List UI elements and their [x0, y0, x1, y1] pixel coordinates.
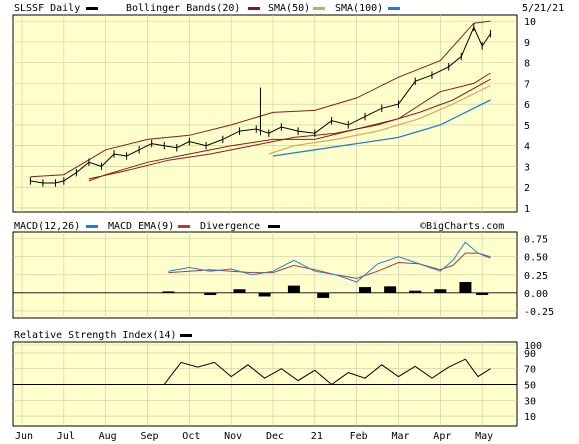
- price-grid: [13, 15, 517, 212]
- macd-tick-label: 0.50: [524, 253, 548, 264]
- x-tick-label: Jul: [57, 431, 75, 442]
- price-series: [29, 20, 492, 187]
- divergence-bar: [409, 290, 422, 293]
- divergence-bar: [233, 289, 246, 293]
- x-tick-label: Aug: [99, 431, 117, 442]
- rsi-swatch: [180, 334, 192, 337]
- rsi-panel: [12, 341, 518, 427]
- price-tick-label: 6: [524, 100, 530, 111]
- x-tick-label: May: [475, 431, 493, 442]
- divergence-bar: [162, 291, 175, 293]
- divergence-bar: [384, 286, 397, 293]
- sma100-line: [268, 84, 491, 155]
- macd-tick-label: 0.75: [524, 235, 548, 246]
- divergence-bar: [287, 285, 300, 293]
- macd-label: MACD(12,26): [14, 221, 80, 232]
- x-tick-label: Apr: [433, 431, 451, 442]
- x-tick-label: 21: [311, 431, 323, 442]
- x-tick-label: Jun: [15, 431, 33, 442]
- price-tick-label: 5: [524, 121, 530, 132]
- price-y-ticks: 1 2 3 4 5 6 7 8 9 10: [524, 17, 536, 215]
- price-tick-label: 3: [524, 162, 530, 173]
- sma100-label: SMA(100): [335, 3, 383, 14]
- x-axis-ticks: Jun Jul Aug Sep Oct Nov Dec 21 Feb Mar Apr May: [15, 431, 493, 442]
- divergence-swatch: [268, 225, 280, 228]
- rsi-line: [163, 358, 491, 386]
- macd-y-ticks: 0.75 0.50 0.25 0.00 -0.25: [524, 235, 554, 318]
- price-tick-label: 2: [524, 183, 530, 194]
- price-tick-label: 7: [524, 79, 530, 90]
- sma100-swatch: [388, 7, 400, 10]
- sma50-swatch: [313, 7, 325, 10]
- macd-ema-swatch: [178, 225, 190, 228]
- divergence-bar: [258, 292, 271, 297]
- x-tick-label: Nov: [224, 431, 242, 442]
- bollinger-label: Bollinger Bands(20): [126, 3, 240, 14]
- rsi-tick-label: 90: [524, 349, 536, 360]
- price-tick-label: 10: [524, 17, 536, 28]
- x-tick-label: Mar: [391, 431, 409, 442]
- sma50-label: SMA(50): [268, 3, 310, 14]
- sma50-line: [88, 78, 491, 180]
- divergence-bar: [317, 292, 330, 298]
- date-label: 5/21/21: [522, 3, 564, 14]
- rsi-grid: [13, 342, 517, 426]
- divergence-bar: [459, 282, 472, 293]
- price-panel: [12, 14, 518, 213]
- price-line: [30, 26, 491, 184]
- price-tick-label: 9: [524, 38, 530, 49]
- x-tick-label: Dec: [266, 431, 284, 442]
- symbol-label: SLSSF Daily: [14, 3, 80, 14]
- rsi-tick-label: 10: [524, 412, 536, 423]
- divergence-bar: [204, 292, 217, 296]
- divergence-bar: [359, 287, 372, 293]
- bollinger-upper-line: [30, 20, 491, 178]
- macd-grid: [13, 232, 517, 318]
- macd-ema-line: [168, 252, 491, 279]
- macd-line: [168, 241, 491, 283]
- divergence-bar: [434, 289, 447, 293]
- brand-label: ©BigCharts.com: [420, 221, 504, 232]
- sma100-blue-line: [272, 99, 491, 157]
- bollinger-swatch: [248, 7, 260, 10]
- macd-swatch: [86, 225, 98, 228]
- rsi-tick-label: 70: [524, 365, 536, 376]
- price-tick-label: 1: [524, 204, 530, 215]
- macd-tick-label: -0.25: [524, 307, 554, 318]
- divergence-label: Divergence: [200, 221, 260, 232]
- rsi-tick-label: 50: [524, 381, 536, 392]
- rsi-series: [163, 358, 491, 386]
- price-tick-label: 8: [524, 59, 530, 70]
- macd-ema-label: MACD EMA(9): [108, 221, 174, 232]
- x-tick-label: Oct: [182, 431, 200, 442]
- divergence-bar: [476, 292, 489, 296]
- rsi-tick-label: 30: [524, 396, 536, 407]
- macd-series: [162, 241, 491, 298]
- x-tick-label: Feb: [350, 431, 368, 442]
- x-tick-label: Sep: [140, 431, 158, 442]
- symbol-swatch: [86, 7, 98, 10]
- price-tick-label: 4: [524, 142, 530, 153]
- rsi-tick-label: 100: [524, 341, 542, 352]
- rsi-label: Relative Strength Index(14): [14, 330, 177, 341]
- bollinger-lower-line: [88, 72, 491, 182]
- macd-tick-label: 0.25: [524, 271, 548, 282]
- macd-tick-label: 0.00: [524, 289, 548, 300]
